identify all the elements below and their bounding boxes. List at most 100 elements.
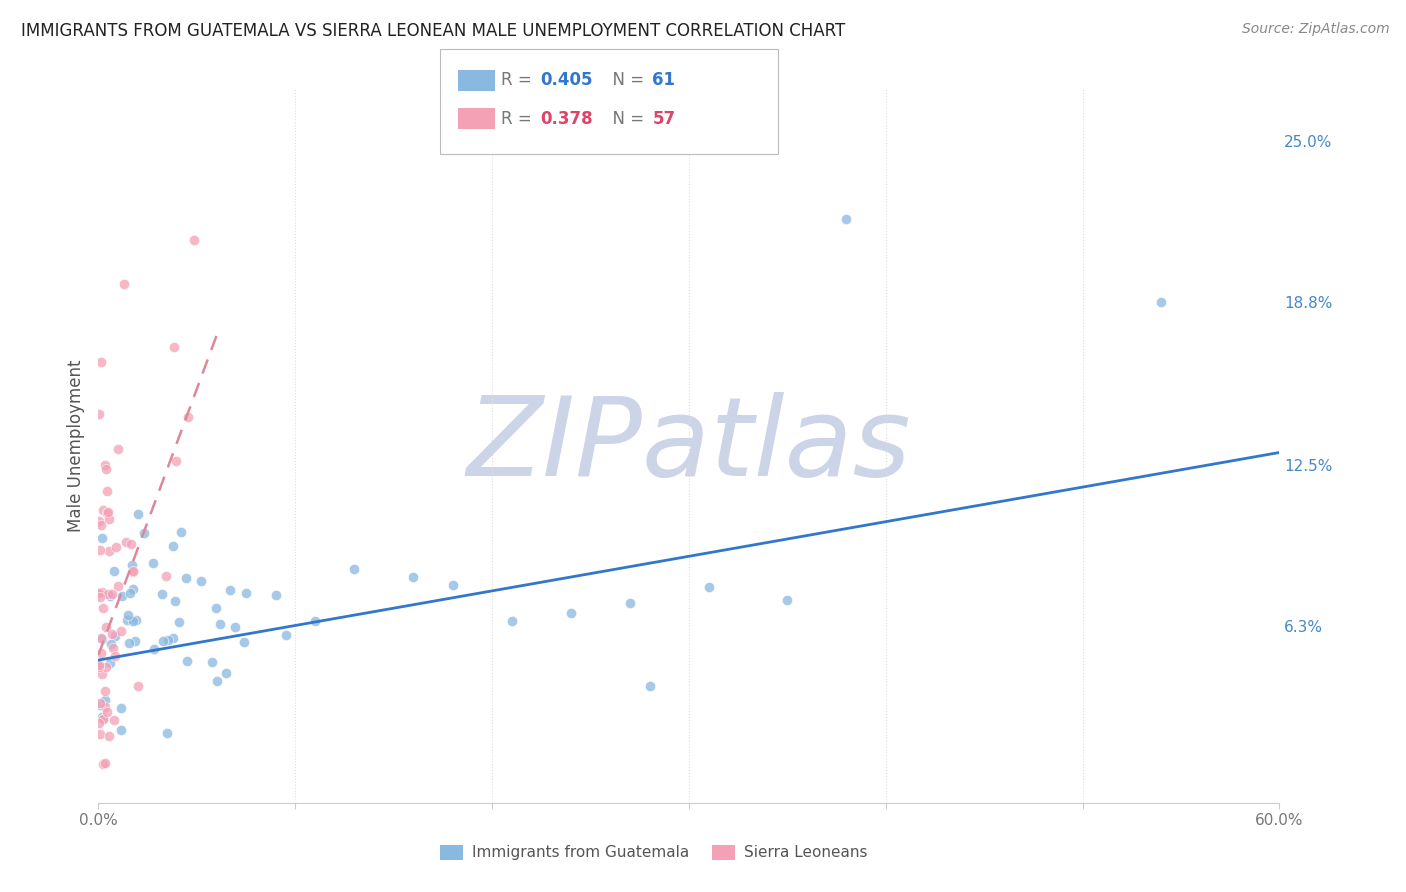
Point: [165, 454, 187, 468]
Text: IMMIGRANTS FROM GUATEMALA VS SIERRA LEONEAN MALE UNEMPLOYMENT CORRELATION CHART: IMMIGRANTS FROM GUATEMALA VS SIERRA LEON…: [21, 22, 845, 40]
Point: [91, 601, 114, 615]
Point: [142, 556, 165, 570]
Point: [111, 589, 134, 603]
Point: [177, 409, 200, 424]
Point: [1150, 295, 1173, 310]
Point: [87, 585, 110, 599]
Point: [150, 587, 173, 601]
Point: [87, 660, 110, 674]
Point: [89, 715, 111, 730]
Point: [103, 564, 125, 578]
Point: [91, 756, 114, 771]
Point: [208, 616, 231, 631]
Point: [90, 354, 112, 368]
Point: [93, 712, 115, 726]
Point: [165, 593, 187, 607]
Point: [94, 693, 117, 707]
Point: [94, 684, 117, 698]
Text: N =: N =: [602, 110, 650, 128]
Point: [104, 648, 127, 663]
Point: [101, 627, 124, 641]
Point: [96, 483, 118, 498]
Point: [235, 586, 257, 600]
Point: [162, 631, 184, 645]
Legend: Immigrants from Guatemala, Sierra Leoneans: Immigrants from Guatemala, Sierra Leonea…: [433, 838, 873, 866]
Point: [110, 624, 132, 639]
Point: [264, 588, 287, 602]
Point: [121, 582, 143, 597]
Point: [441, 578, 464, 592]
Point: [776, 593, 799, 607]
Point: [697, 581, 720, 595]
Point: [114, 277, 136, 291]
Point: [97, 587, 120, 601]
Point: [90, 632, 112, 647]
Point: [93, 712, 115, 726]
Point: [100, 637, 122, 651]
Point: [91, 666, 114, 681]
Point: [107, 442, 129, 456]
Point: [121, 565, 143, 579]
Point: [304, 614, 326, 628]
Point: [276, 628, 298, 642]
Point: [98, 729, 121, 743]
Text: 0.378: 0.378: [540, 110, 592, 128]
Point: [835, 211, 858, 226]
Point: [201, 655, 224, 669]
Point: [101, 587, 124, 601]
Point: [127, 679, 149, 693]
Point: [96, 706, 118, 720]
Point: [127, 508, 149, 522]
Point: [170, 524, 193, 539]
Point: [97, 544, 120, 558]
Point: [121, 558, 143, 572]
Point: [174, 571, 197, 585]
Point: [89, 590, 111, 604]
Point: [157, 632, 180, 647]
Point: [89, 407, 111, 421]
Point: [89, 727, 111, 741]
Point: [90, 585, 112, 599]
Point: [90, 631, 112, 645]
Point: [94, 659, 117, 673]
Point: [224, 620, 246, 634]
Point: [162, 539, 184, 553]
Point: [101, 640, 124, 655]
Text: R =: R =: [501, 71, 537, 89]
Point: [115, 613, 138, 627]
Point: [89, 518, 111, 533]
Point: [104, 541, 127, 555]
Point: [94, 620, 117, 634]
Text: R =: R =: [501, 110, 537, 128]
Point: [98, 511, 121, 525]
Point: [91, 710, 114, 724]
Point: [103, 713, 125, 727]
Point: [89, 659, 111, 673]
Point: [91, 502, 114, 516]
Point: [96, 507, 118, 521]
Point: [215, 665, 238, 680]
Point: [94, 699, 117, 714]
Point: [152, 634, 174, 648]
Text: 57: 57: [652, 110, 675, 128]
Point: [107, 579, 129, 593]
Point: [156, 726, 179, 740]
Point: [87, 658, 110, 673]
Point: [117, 607, 139, 622]
Point: [125, 613, 148, 627]
Text: N =: N =: [602, 71, 650, 89]
Point: [501, 614, 523, 628]
Point: [98, 589, 121, 603]
Point: [93, 756, 115, 770]
Point: [219, 582, 242, 597]
Point: [143, 642, 166, 657]
Point: [89, 696, 111, 710]
Point: [110, 723, 132, 737]
Point: [98, 656, 121, 670]
Point: [619, 596, 641, 610]
Point: [402, 570, 425, 584]
Point: [205, 674, 228, 689]
Text: 0.405: 0.405: [540, 71, 592, 89]
Text: ZIPatlas: ZIPatlas: [467, 392, 911, 500]
Point: [91, 531, 114, 545]
